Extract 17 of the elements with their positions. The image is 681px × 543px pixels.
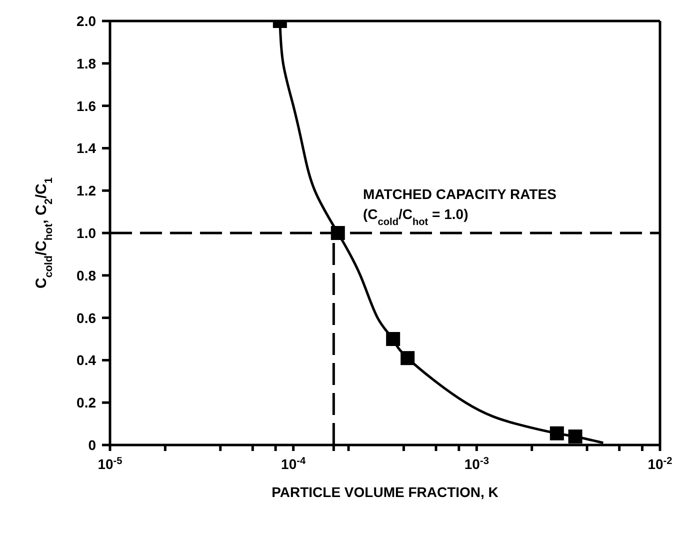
y-tick-label: 2.0	[76, 13, 96, 29]
x-tick-label: 10$^{-4}$	[281, 456, 306, 472]
x-tick-label: 10$^{-2}$	[648, 456, 673, 472]
x-tick-label: 10$^{-5}$	[98, 456, 123, 472]
y-tick-label: 1.2	[76, 182, 96, 199]
y-tick-label: 0.8	[76, 267, 96, 284]
y-tick-label: 1.6	[76, 98, 96, 114]
y-tick-label: 0.6	[76, 310, 96, 326]
x-tick-label: 10$^{-3}$	[464, 456, 490, 472]
y-tick-label: 1.8	[76, 55, 96, 72]
ref-line-label: MATCHED CAPACITY RATES (C$_{cold}$/C$_{hot}$ = 1.0)	[363, 186, 556, 228]
x-axis-title: PARTICLE VOLUME FRACTION, K	[272, 484, 498, 500]
y-tick-label: 0.2	[76, 394, 96, 411]
y-tick-label: 0	[88, 437, 96, 453]
y-tick-label: 1.4	[76, 140, 96, 156]
y-tick-label: 1.0	[76, 225, 96, 241]
y-tick-label: 0.4	[76, 352, 96, 368]
